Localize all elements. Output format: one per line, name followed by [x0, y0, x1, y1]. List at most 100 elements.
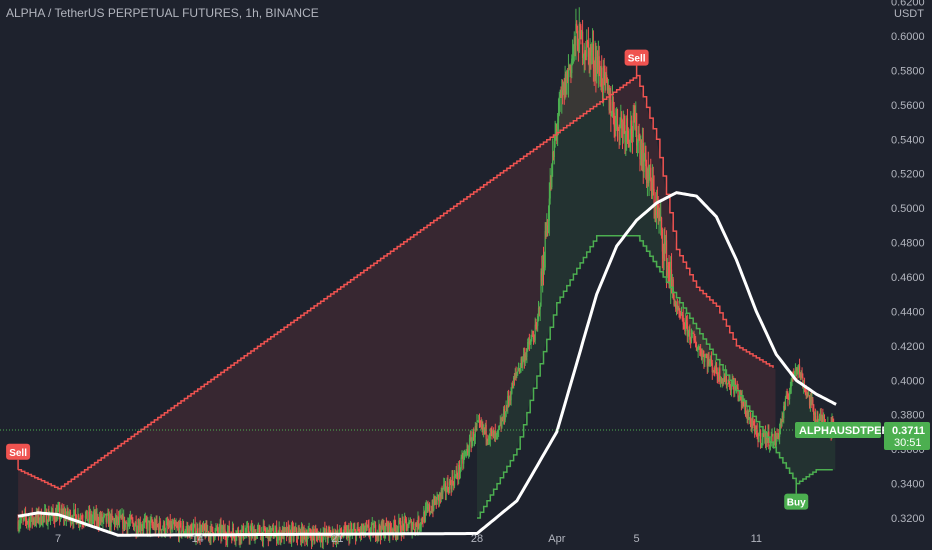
candle-body: [587, 41, 590, 49]
candle-body: [187, 528, 189, 532]
candle-body: [416, 526, 418, 531]
candle-body: [167, 522, 169, 527]
candle-body: [166, 522, 168, 524]
signal-markers[interactable]: Sell Sell Buy: [6, 49, 809, 510]
candle-body: [643, 159, 645, 173]
candle-body: [37, 511, 39, 518]
candle-body: [494, 431, 496, 435]
candle-body: [673, 294, 675, 306]
candle-body: [570, 64, 572, 74]
candle-body: [576, 30, 579, 50]
candle-body: [67, 508, 69, 517]
candle-body: [30, 512, 32, 520]
candle-body: [617, 128, 619, 130]
candle-body: [133, 526, 136, 530]
candle-body: [794, 369, 797, 372]
candle-body: [766, 437, 768, 440]
candle-body: [591, 52, 593, 56]
candle-body: [91, 518, 93, 522]
candle-body: [703, 354, 705, 362]
candle-body: [154, 523, 156, 531]
candle-body: [358, 531, 360, 533]
price-tick-label: 0.3200: [891, 513, 925, 525]
candle-body: [577, 49, 580, 53]
candle-body: [547, 225, 549, 228]
candle-body: [405, 519, 407, 525]
candle-body: [35, 512, 37, 523]
candle-body: [210, 526, 212, 540]
candle-body: [407, 527, 409, 531]
candle-body: [736, 387, 738, 389]
candle-body: [713, 370, 715, 373]
candle-body: [552, 151, 554, 165]
candle-body: [165, 523, 167, 533]
candle-body: [448, 480, 451, 494]
candle-body: [152, 525, 154, 527]
candle-body: [81, 519, 83, 522]
candle-body: [717, 376, 719, 380]
candle-body: [560, 94, 562, 97]
candle-body: [662, 251, 664, 259]
candle-body: [607, 85, 609, 92]
candle-body: [585, 55, 587, 57]
candle-body: [646, 168, 649, 183]
candle-body: [565, 74, 567, 95]
candle-body: [610, 99, 612, 117]
candle-body: [498, 425, 501, 430]
candle-body: [256, 529, 259, 533]
candle-body: [143, 522, 145, 529]
candle-body: [709, 361, 711, 365]
price-tick-label: 0.5600: [891, 100, 925, 112]
candle-body: [434, 499, 437, 504]
time-axis[interactable]: 7 14 21 28 Apr 5 11: [55, 533, 762, 545]
candle-body: [799, 373, 801, 379]
candle-body: [822, 416, 824, 426]
candle-body: [509, 398, 511, 401]
candle-body: [503, 409, 506, 420]
candle-body: [408, 522, 410, 528]
candle-body: [345, 528, 347, 530]
candle-body: [250, 527, 252, 531]
candle-body: [117, 517, 119, 524]
candle-body: [741, 396, 743, 404]
candle-body: [384, 523, 387, 533]
candle-body: [546, 225, 548, 237]
candle-body: [147, 520, 149, 531]
candle-body: [49, 517, 51, 521]
bar-countdown: 30:51: [894, 437, 922, 449]
candle-body: [123, 516, 126, 528]
candle-body: [430, 511, 432, 513]
candle-body: [78, 515, 80, 523]
candle-body: [536, 325, 538, 327]
candle-body: [530, 339, 532, 344]
candle-body: [111, 514, 113, 517]
candle-body: [548, 198, 550, 221]
candle-body: [100, 514, 102, 521]
candle-body: [243, 537, 245, 539]
price-axis[interactable]: USDT 0.6200 0.6000 0.5800 0.5600 0.5400 0.520…: [891, 0, 925, 525]
candle-body: [88, 511, 91, 520]
candle-body: [582, 57, 585, 59]
candle-body: [695, 340, 697, 347]
candle-body: [705, 356, 707, 358]
candle-body: [191, 528, 193, 537]
candle-body: [567, 70, 569, 81]
candle-body: [591, 43, 594, 53]
candle-body: [142, 527, 144, 529]
candle-body: [22, 517, 24, 519]
candle-body: [473, 431, 475, 441]
candle-body: [521, 358, 523, 365]
candle-body: [491, 431, 493, 433]
candle-body: [667, 265, 669, 267]
candle-body: [513, 377, 516, 379]
candle-body: [427, 507, 429, 510]
candle-body: [271, 527, 274, 529]
candle-body: [490, 429, 492, 432]
candle-body: [562, 90, 564, 92]
time-tick-label: 5: [634, 533, 640, 545]
candle-body: [364, 531, 366, 534]
candle-body: [797, 370, 799, 372]
price-tick-label: 0.5400: [891, 134, 925, 146]
candle-body: [767, 431, 769, 440]
